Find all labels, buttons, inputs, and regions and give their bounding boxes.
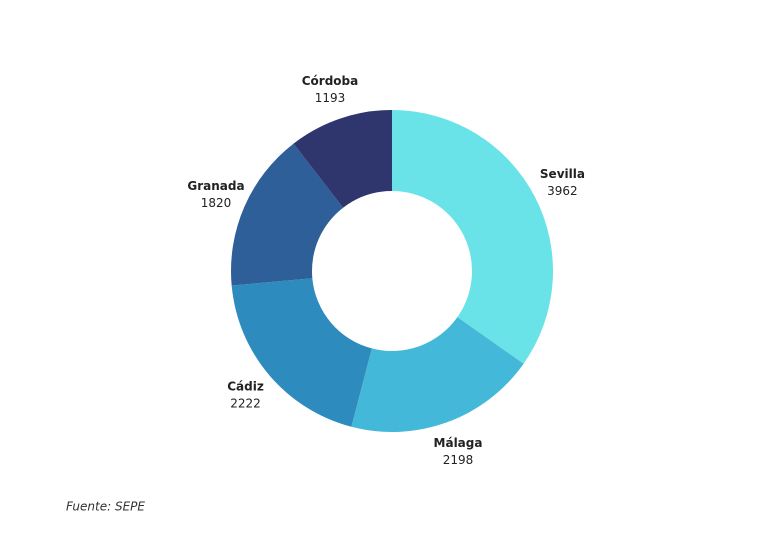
- value-label: 1820: [201, 196, 232, 210]
- slice-label: Sevilla: [540, 167, 585, 181]
- value-label: 2222: [230, 397, 261, 411]
- slice-label: Cádiz: [227, 380, 264, 394]
- value-label: 2198: [443, 453, 474, 467]
- slice: [293, 110, 392, 208]
- slice: [351, 317, 524, 432]
- slice: [392, 110, 553, 364]
- slice: [230, 143, 344, 286]
- slice-label: Málaga: [434, 436, 483, 450]
- value-label: 3962: [547, 184, 578, 198]
- slice-label: Córdoba: [302, 74, 359, 88]
- source: Fuente: SEPE: [66, 500, 145, 514]
- slice-label: Granada: [187, 179, 244, 193]
- slice: [231, 278, 372, 427]
- value-label: 1193: [315, 91, 346, 105]
